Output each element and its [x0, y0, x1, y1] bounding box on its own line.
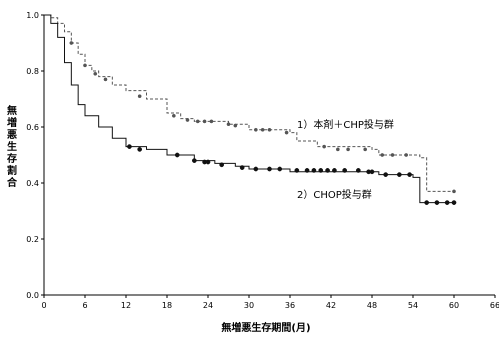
censor-mark [404, 153, 409, 157]
censor-mark [311, 168, 317, 173]
y-tick-label: 0.8 [26, 67, 39, 76]
censor-mark [226, 122, 231, 127]
y-tick-label: 0.6 [26, 123, 39, 132]
censor-mark [267, 166, 272, 172]
censor-mark [342, 168, 348, 173]
censor-mark [137, 147, 143, 152]
censor-mark [363, 147, 368, 152]
x-tick-label: 30 [244, 301, 254, 310]
x-ticks: 0 6 12 18 24 30 36 42 48 54 60 66 [41, 295, 499, 310]
censor-mark [380, 153, 385, 157]
series-layer [44, 14, 457, 205]
censor-mark [233, 123, 238, 128]
y-tick-label: 0.0 [26, 291, 39, 300]
censor-mark [325, 168, 330, 173]
censor-mark [219, 162, 225, 168]
y-tick-label: 0.4 [26, 179, 39, 188]
censor-mark [444, 200, 450, 205]
censor-mark [318, 168, 324, 173]
censor-mark [346, 147, 350, 152]
censor-mark [332, 168, 337, 173]
series-line [44, 14, 454, 204]
censor-mark [407, 172, 412, 177]
censor-mark [69, 41, 74, 45]
censor-mark [171, 113, 176, 118]
censor-mark [93, 71, 98, 76]
x-tick-label: 66 [490, 301, 499, 310]
x-tick-label: 6 [82, 301, 87, 310]
censor-mark [369, 169, 375, 175]
x-tick-label: 12 [121, 301, 131, 310]
censor-mark [267, 127, 272, 132]
y-tick-label: 0.2 [26, 235, 39, 244]
x-tick-label: 48 [367, 301, 377, 310]
censor-mark [322, 144, 327, 149]
censor-mark [335, 147, 340, 152]
y-axis-title: 無増悪生存割合 [6, 104, 18, 189]
x-tick-label: 60 [449, 301, 459, 310]
censor-mark [253, 166, 259, 172]
x-tick-label: 54 [408, 301, 418, 310]
censor-mark [195, 119, 200, 124]
x-tick-label: 0 [41, 301, 46, 310]
censor-mark [396, 172, 402, 177]
series-label-chop: 2）CHOP投与群 [297, 188, 372, 201]
censor-mark [294, 168, 300, 173]
censor-mark [202, 119, 207, 124]
censor-mark [127, 144, 132, 149]
y-axis-title-text: 無増悪生存割合 [6, 104, 18, 189]
censor-mark [205, 159, 211, 165]
axes [43, 15, 495, 296]
censor-mark [260, 127, 265, 132]
censor-mark [284, 130, 289, 135]
censor-mark [355, 168, 361, 173]
censor-mark [185, 118, 190, 122]
x-tick-label: 18 [162, 301, 172, 310]
x-tick-label: 36 [285, 301, 295, 310]
x-axis-title: 無増悪生存期間(月) [221, 321, 310, 334]
censor-mark [383, 172, 389, 177]
censor-mark [209, 119, 214, 124]
censor-mark [191, 158, 197, 163]
censor-mark [277, 166, 283, 172]
censor-mark [452, 189, 456, 194]
censor-mark [253, 127, 258, 132]
censor-mark [83, 63, 87, 68]
censor-mark [451, 200, 457, 205]
series-label-combo: 1）本剤＋CHP投与群 [297, 118, 394, 131]
x-tick-label: 42 [326, 301, 336, 310]
censor-mark [137, 94, 142, 99]
censor-mark [434, 200, 440, 205]
censor-mark [103, 77, 108, 82]
censor-mark [174, 152, 180, 158]
y-ticks: 0.0 0.2 0.4 0.6 0.8 1.0 [26, 11, 44, 300]
censor-mark [424, 200, 430, 205]
censor-mark [390, 153, 395, 157]
censor-mark [239, 165, 245, 170]
series-line [44, 14, 454, 192]
x-tick-label: 24 [203, 301, 213, 310]
y-tick-label: 1.0 [26, 11, 39, 20]
censor-mark [304, 168, 310, 173]
